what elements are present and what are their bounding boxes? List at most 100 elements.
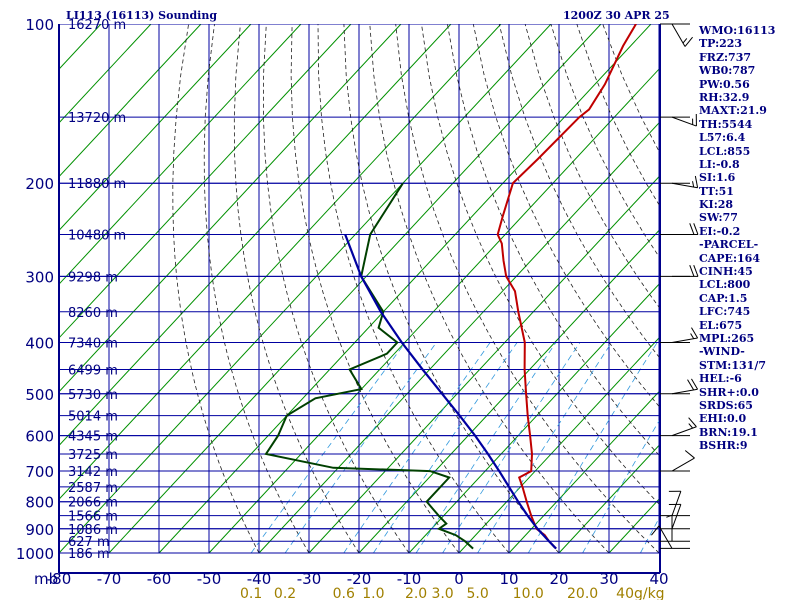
index-item: LCL:800	[699, 278, 751, 292]
index-item: HEL:-6	[699, 372, 742, 386]
index-item: WMO:16113	[699, 24, 776, 37]
index-item: FRZ:737	[699, 50, 752, 64]
wind-barb-feather	[651, 525, 660, 536]
wind-barb-feather	[691, 327, 699, 339]
parcel-profile	[344, 234, 557, 550]
pressure-tick-label: 100	[25, 16, 54, 34]
index-item: PW:0.56	[699, 77, 750, 91]
wind-barb-feather	[684, 36, 693, 47]
index-item: MAXT:21.9	[699, 104, 767, 118]
wind-barb-feather	[689, 223, 695, 235]
index-item: RH:32.9	[699, 90, 750, 104]
pressure-tick-label: 900	[25, 521, 54, 539]
temperature-tick-label: -60	[147, 570, 172, 588]
height-label: 6499 m	[68, 364, 118, 379]
station-title: LI113 (16113) Sounding	[66, 9, 218, 22]
isotherm-line	[108, 24, 602, 554]
wind-barb-feather	[687, 379, 695, 391]
index-item: STM:131/7	[699, 358, 766, 372]
wind-barb-feather	[684, 450, 695, 459]
isotherm-line	[59, 24, 252, 232]
index-item: CAP:1.5	[699, 291, 748, 305]
height-label: 3725 m	[68, 448, 118, 463]
mixing-ratio-label: 1.0	[362, 586, 384, 600]
mixing-ratio-label: 0.1	[240, 586, 262, 600]
temperature-tick-label: -50	[197, 570, 222, 588]
index-list: WMO:16113 TP:223 FRZ:737 WB0:787 PW:0.56 RH:3…	[699, 24, 775, 453]
isotherm-line	[59, 24, 202, 178]
mixing-ratio-label: 40g/kg	[616, 586, 664, 600]
mixing-ratio-label: 20.0	[567, 586, 598, 600]
index-item: TT:51	[699, 184, 734, 198]
temperature-tick-label: 10	[499, 570, 518, 588]
profile-layer	[264, 24, 637, 550]
wind-barb-feather	[694, 175, 699, 188]
index-item: SI:1.6	[699, 171, 736, 185]
wind-barb-feather	[693, 223, 699, 235]
height-label: 186 m	[68, 547, 110, 562]
height-label: 5014 m	[68, 410, 118, 425]
wind-barb-feather	[690, 333, 695, 339]
height-label: 16270 m	[68, 18, 126, 33]
wind-barb-feather	[688, 423, 694, 429]
temperature-tick-label: -70	[97, 570, 122, 588]
valid-time: 1200Z 30 APR 25	[563, 9, 670, 22]
height-label: 8260 m	[68, 306, 118, 321]
temperature-tick-label: -10	[397, 570, 422, 588]
index-item: MPL:265	[699, 331, 755, 345]
index-item: L57:6.4	[699, 131, 746, 145]
isotherm-line	[308, 174, 660, 554]
isotherm-line	[59, 24, 502, 500]
isotherm-line	[59, 24, 452, 447]
pressure-tick-label: 500	[25, 386, 54, 404]
isotherm-line	[208, 67, 660, 554]
pressure-tick-label: 700	[25, 463, 54, 481]
index-item: SW:77	[699, 211, 738, 225]
pressure-tick-label: 200	[25, 175, 54, 193]
index-item: -WIND-	[699, 345, 745, 359]
pressure-tick-label: 1000	[16, 545, 54, 563]
index-item: BSHR:9	[699, 439, 748, 453]
temperature-tick-label: -20	[347, 570, 372, 588]
temperature-tick-label: 20	[549, 570, 568, 588]
wind-column	[651, 23, 699, 549]
index-item: SHR+:0.0	[699, 385, 759, 399]
isotherm-line	[458, 336, 660, 554]
index-item: -PARCEL-	[699, 238, 759, 252]
temperature-tick-label: 40	[649, 570, 668, 588]
index-item: EL:675	[699, 318, 743, 332]
isotherm-line	[358, 228, 660, 554]
isotherm-line	[59, 24, 152, 124]
wind-barb-feather	[682, 38, 688, 44]
mixing-ratio-label: 10.0	[513, 586, 544, 600]
index-item: LCL:855	[699, 144, 751, 158]
wind-barb-staff	[658, 525, 673, 549]
isotherm-line	[408, 282, 660, 554]
pressure-tick-label: 800	[25, 494, 54, 512]
wind-barb-staff	[671, 504, 682, 529]
index-item: BRN:19.1	[699, 425, 758, 439]
wind-barb-staff	[671, 457, 695, 472]
isotherm-line	[258, 121, 660, 554]
height-label: 2066 m	[68, 496, 118, 511]
temperature-tick-label: 30	[599, 570, 618, 588]
temperature-tick-label: 0	[454, 570, 464, 588]
isotherm-line	[59, 24, 552, 554]
pressure-tick-label: 400	[25, 334, 54, 352]
dewpoint-profile	[264, 182, 474, 550]
wind-barb-feather	[693, 264, 699, 277]
height-label: 5730 m	[68, 388, 118, 403]
mixing-ratio-label: 0.2	[274, 586, 296, 600]
index-item: CINH:45	[699, 265, 753, 279]
mixing-ratio-label: 3.0	[431, 586, 453, 600]
temperature-tick-label: -30	[297, 570, 322, 588]
wind-barb-staff	[671, 491, 682, 516]
isotherm-line	[59, 24, 352, 339]
wind-barb-feather	[689, 264, 695, 277]
height-label: 1086 m	[68, 523, 118, 538]
temperature-profile	[496, 24, 637, 550]
height-label: 11880 m	[68, 177, 126, 192]
index-item: EI:-0.2	[699, 224, 741, 238]
